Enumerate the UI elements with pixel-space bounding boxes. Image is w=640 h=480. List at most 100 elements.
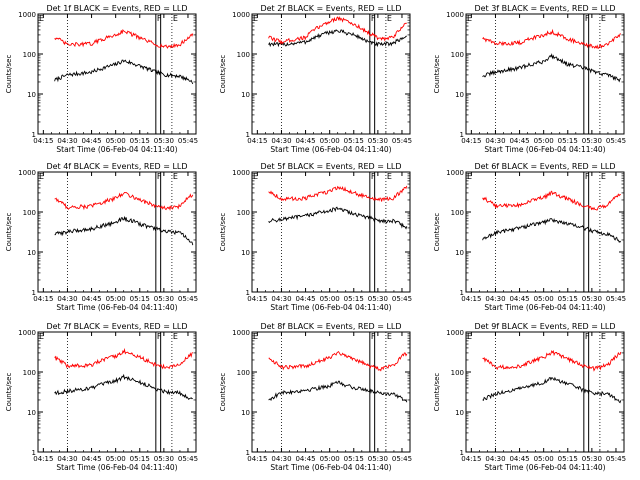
x-tick-label: 04:15 xyxy=(461,137,481,145)
x-tick-label: 05:00 xyxy=(320,295,340,303)
marker-label-e: E xyxy=(253,14,258,23)
marker-label-e: E xyxy=(467,14,472,23)
marker-label-f: F xyxy=(371,332,376,341)
y-tick-label: 1000 xyxy=(232,329,250,337)
x-tick-label: 05:45 xyxy=(606,295,626,303)
marker-label-e: E xyxy=(601,172,606,181)
x-tick-label: 05:00 xyxy=(534,455,554,463)
marker-label-f: F xyxy=(371,14,376,23)
y-tick-label: 1 xyxy=(32,131,36,139)
lld-series-line xyxy=(482,349,622,372)
x-tick-label: 05:15 xyxy=(558,455,578,463)
x-tick-label: 05:45 xyxy=(178,455,198,463)
marker-label-e: E xyxy=(601,332,606,341)
plot-frame xyxy=(37,331,197,453)
y-tick-label: 100 xyxy=(237,369,250,377)
y-axis-label: Counts/sec xyxy=(5,213,13,252)
y-tick-label: 1000 xyxy=(18,11,36,19)
x-tick-label: 05:15 xyxy=(558,295,578,303)
x-tick-label: 05:15 xyxy=(130,295,150,303)
marker-label-f: F xyxy=(585,14,590,23)
y-tick-label: 10 xyxy=(27,249,36,257)
marker-label-e: E xyxy=(467,332,472,341)
y-axis-label: Counts/sec xyxy=(5,55,13,94)
chart-panel-5: Det 5f BLACK = Events, RED = LLD 1 10 100 10… xyxy=(219,162,412,312)
marker-label-e: E xyxy=(601,14,606,23)
y-tick-label: 1 xyxy=(32,289,36,297)
marker-label-e: E xyxy=(253,172,258,181)
chart-panel-7: Det 7f BLACK = Events, RED = LLD 1 10 100 10… xyxy=(5,322,198,472)
chart-panel-9: Det 9f BLACK = Events, RED = LLD 1 10 100 10… xyxy=(433,322,626,472)
y-axis-label: Counts/sec xyxy=(433,213,441,252)
x-tick-label: 04:30 xyxy=(271,295,291,303)
x-tick-label: 04:15 xyxy=(33,295,53,303)
x-tick-label: 05:30 xyxy=(368,295,388,303)
chart-panel-6: Det 6f BLACK = Events, RED = LLD 1 10 100 10… xyxy=(433,162,626,312)
y-tick-label: 1 xyxy=(460,449,464,457)
chart-title: Det 4f BLACK = Events, RED = LLD xyxy=(46,162,187,171)
x-tick-label: 05:30 xyxy=(582,295,602,303)
y-tick-label: 100 xyxy=(23,51,36,59)
lld-series-line xyxy=(54,347,194,370)
x-axis-label: Start Time (06-Feb-04 04:11:40) xyxy=(56,303,177,312)
lld-series-line xyxy=(268,15,407,45)
x-tick-label: 04:15 xyxy=(461,455,481,463)
x-axis-label: Start Time (06-Feb-04 04:11:40) xyxy=(484,303,605,312)
x-axis-label: Start Time (06-Feb-04 04:11:40) xyxy=(270,145,391,154)
x-tick-label: 04:30 xyxy=(57,295,77,303)
events-series-line xyxy=(268,206,408,230)
x-tick-label: 04:45 xyxy=(295,455,315,463)
marker-label-e: E xyxy=(173,14,178,23)
marker-label-e: E xyxy=(39,332,44,341)
y-tick-label: 10 xyxy=(241,409,250,417)
x-tick-label: 05:00 xyxy=(320,455,340,463)
x-axis-label: Start Time (06-Feb-04 04:11:40) xyxy=(56,145,177,154)
plot-frame xyxy=(37,171,197,293)
marker-label-f: F xyxy=(371,172,376,181)
y-tick-label: 1 xyxy=(246,289,250,297)
x-tick-label: 05:30 xyxy=(368,455,388,463)
x-tick-label: 05:15 xyxy=(130,137,150,145)
plot-frame xyxy=(465,171,625,293)
lld-series-line xyxy=(268,185,408,202)
chart-panel-4: Det 4f BLACK = Events, RED = LLD 1 10 100 10… xyxy=(5,162,198,312)
x-tick-label: 05:00 xyxy=(320,137,340,145)
y-tick-label: 100 xyxy=(451,369,464,377)
y-tick-label: 1 xyxy=(32,449,36,457)
y-axis-label: Counts/sec xyxy=(219,55,227,94)
x-tick-label: 04:30 xyxy=(485,295,505,303)
x-tick-label: 05:45 xyxy=(178,295,198,303)
marker-label-e: E xyxy=(173,172,178,181)
y-tick-label: 10 xyxy=(455,249,464,257)
x-tick-label: 05:30 xyxy=(368,137,388,145)
x-tick-label: 04:30 xyxy=(271,137,291,145)
x-tick-label: 05:30 xyxy=(582,137,602,145)
x-tick-label: 05:30 xyxy=(582,455,602,463)
x-tick-label: 04:15 xyxy=(247,295,267,303)
y-tick-label: 1 xyxy=(460,131,464,139)
x-tick-label: 05:00 xyxy=(534,295,554,303)
x-axis-label: Start Time (06-Feb-04 04:11:40) xyxy=(484,463,605,472)
y-tick-label: 1000 xyxy=(446,11,464,19)
y-tick-label: 100 xyxy=(451,209,464,217)
x-tick-label: 04:30 xyxy=(485,455,505,463)
y-tick-label: 10 xyxy=(27,91,36,99)
x-tick-label: 04:45 xyxy=(81,295,101,303)
lld-series-line xyxy=(54,28,194,49)
x-tick-label: 04:45 xyxy=(295,137,315,145)
chart-title: Det 5f BLACK = Events, RED = LLD xyxy=(260,162,401,171)
y-tick-label: 1 xyxy=(246,449,250,457)
y-axis-label: Counts/sec xyxy=(433,55,441,94)
events-series-line xyxy=(482,53,621,83)
x-tick-label: 04:45 xyxy=(509,455,529,463)
marker-label-e: E xyxy=(387,332,392,341)
y-tick-label: 10 xyxy=(241,249,250,257)
x-tick-label: 05:30 xyxy=(154,295,174,303)
x-tick-label: 04:45 xyxy=(81,455,101,463)
x-tick-label: 04:15 xyxy=(247,455,267,463)
marker-label-f: F xyxy=(585,332,590,341)
x-tick-label: 05:45 xyxy=(606,455,626,463)
marker-label-e: E xyxy=(39,14,44,23)
x-tick-label: 05:15 xyxy=(130,455,150,463)
